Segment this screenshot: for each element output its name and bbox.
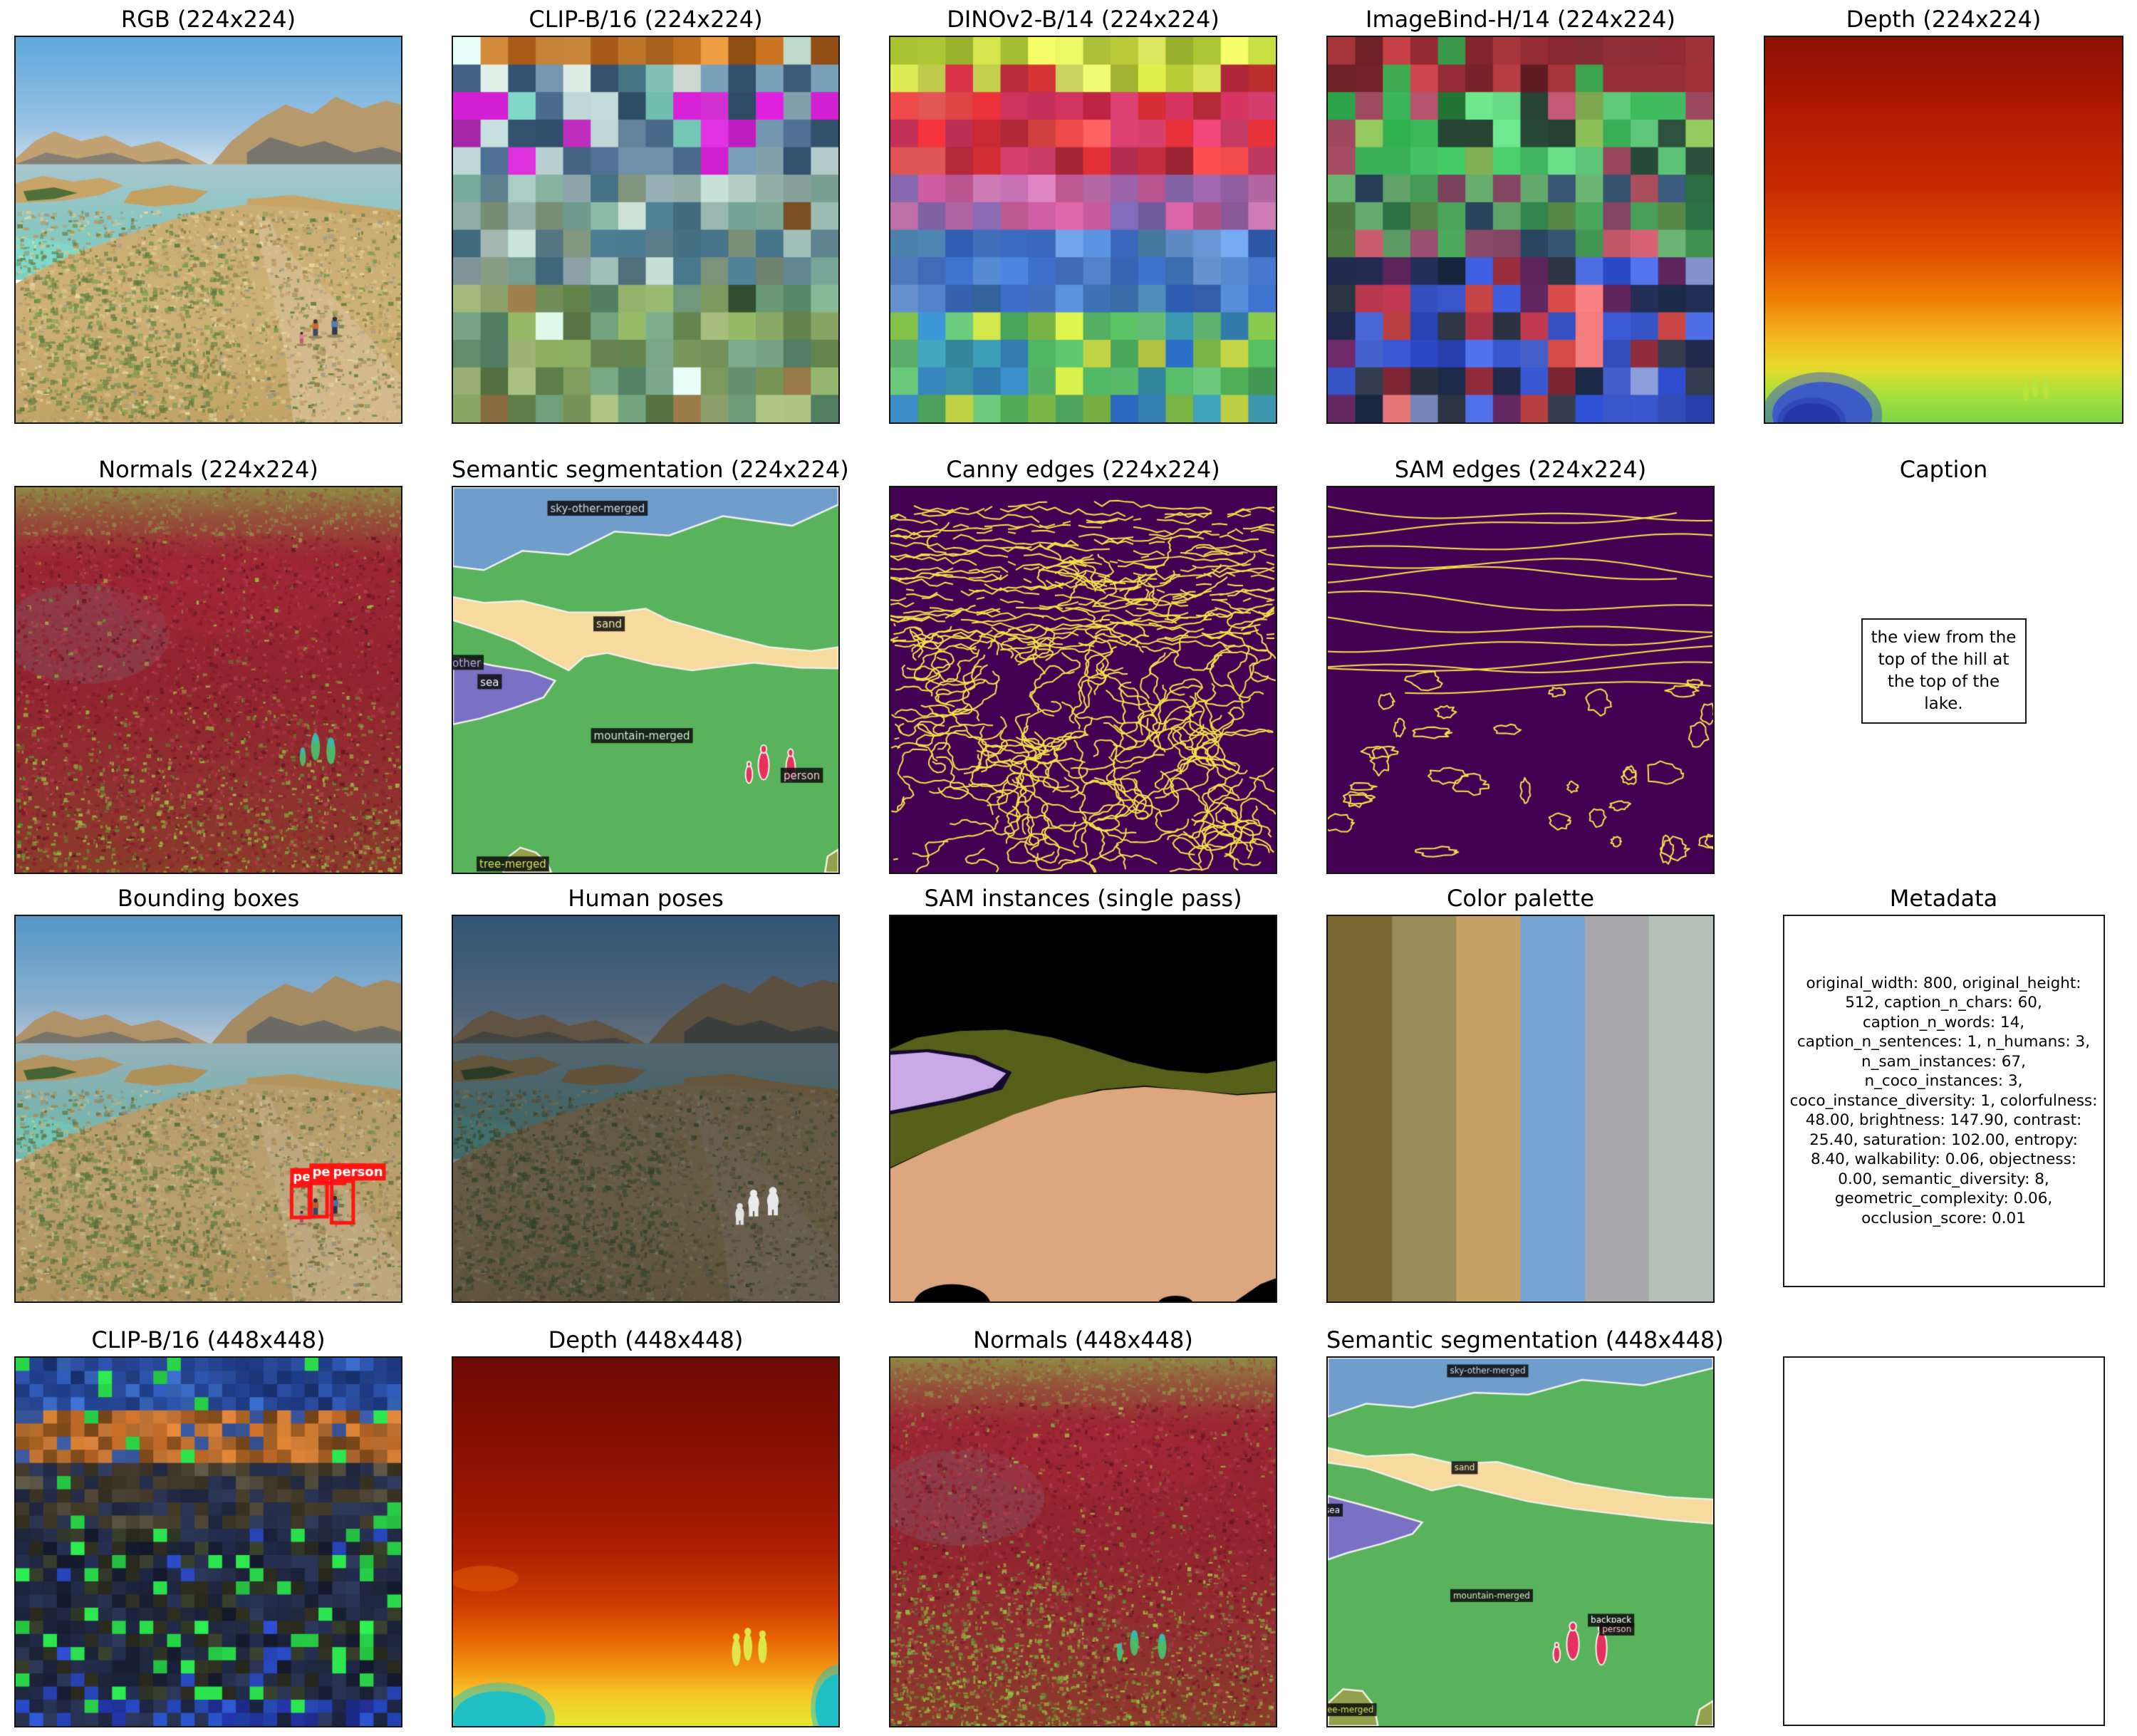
sam-edges-map bbox=[1328, 487, 1713, 873]
panel-title-clip-448: CLIP-B/16 (448x448) bbox=[91, 1326, 326, 1353]
human-poses-frame bbox=[452, 915, 840, 1303]
segmentation-map bbox=[453, 487, 838, 873]
panel-metadata: Metadata original_width: 800, original_h… bbox=[1764, 882, 2123, 1303]
caption-text: the view from the top of the hill at the… bbox=[1871, 628, 2017, 713]
panel-normals-448: Normals (448x448) bbox=[889, 1324, 1277, 1727]
metadata-text: original_width: 800, original_height: 51… bbox=[1789, 974, 2098, 1227]
panel-title-depth-448: Depth (448x448) bbox=[548, 1326, 744, 1353]
dino-feature-map bbox=[890, 37, 1276, 422]
color-palette-frame bbox=[1326, 915, 1715, 1303]
panel-title-empty bbox=[1764, 1324, 2123, 1356]
panel-title-normals-448: Normals (448x448) bbox=[973, 1326, 1193, 1353]
segmentation-448-map bbox=[1328, 1358, 1713, 1726]
clip-448-feature-map bbox=[16, 1358, 401, 1726]
panel-empty bbox=[1764, 1324, 2123, 1727]
panel-caption: Caption the view from the top of the hil… bbox=[1764, 453, 2123, 874]
panel-title-caption: Caption bbox=[1899, 456, 1988, 483]
depth-448-frame bbox=[452, 1356, 840, 1727]
panel-normals-224: Normals (224x224) bbox=[14, 453, 402, 874]
bounding-boxes-frame bbox=[14, 915, 402, 1303]
panel-canny-224: Canny edges (224x224) bbox=[889, 453, 1277, 874]
sam-instances-frame bbox=[889, 915, 1277, 1303]
clip-448-frame bbox=[14, 1356, 402, 1727]
panel-title-human-poses: Human poses bbox=[568, 885, 724, 912]
panel-bounding-boxes: Bounding boxes bbox=[14, 882, 402, 1303]
panel-sam-edges-224: SAM edges (224x224) bbox=[1326, 453, 1715, 874]
panel-segmentation-448: Semantic segmentation (448x448) bbox=[1326, 1324, 1724, 1727]
dino-feature-frame bbox=[889, 36, 1277, 424]
panel-dino-224: DINOv2-B/14 (224x224) bbox=[889, 3, 1277, 424]
clip-feature-map bbox=[453, 37, 838, 422]
panel-title-sam-instances: SAM instances (single pass) bbox=[924, 885, 1242, 912]
imagebind-feature-map bbox=[1328, 37, 1713, 422]
segmentation-448-frame bbox=[1326, 1356, 1715, 1727]
figure-row-2: Normals (224x224) Semantic segmentation … bbox=[0, 453, 2137, 874]
panel-title-segmentation-448: Semantic segmentation (448x448) bbox=[1326, 1326, 1724, 1353]
figure-row-4: CLIP-B/16 (448x448) Depth (448x448) Norm… bbox=[0, 1324, 2137, 1727]
rgb-image bbox=[16, 37, 401, 422]
imagebind-feature-frame bbox=[1326, 36, 1715, 424]
panel-title-bounding-boxes: Bounding boxes bbox=[117, 885, 300, 912]
depth-map bbox=[1765, 37, 2122, 422]
caption-box: the view from the top of the hill at the… bbox=[1861, 618, 2027, 724]
panel-imagebind-224: ImageBind-H/14 (224x224) bbox=[1326, 3, 1715, 424]
sam-edges-frame bbox=[1326, 486, 1715, 874]
normals-map-frame bbox=[14, 486, 402, 874]
depth-448-map bbox=[453, 1358, 838, 1726]
empty-panel-box bbox=[1782, 1356, 2105, 1726]
normals-448-frame bbox=[889, 1356, 1277, 1727]
panel-title-imagebind-224: ImageBind-H/14 (224x224) bbox=[1366, 6, 1675, 33]
bounding-boxes-image bbox=[16, 916, 401, 1301]
sam-instances-map bbox=[890, 916, 1276, 1301]
panel-title-metadata: Metadata bbox=[1889, 885, 1998, 912]
panel-title-segmentation-224: Semantic segmentation (224x224) bbox=[452, 456, 849, 483]
normals-448-map bbox=[890, 1358, 1276, 1726]
canny-edges-map bbox=[890, 487, 1276, 873]
canny-edges-frame bbox=[889, 486, 1277, 874]
figure-row-1: RGB (224x224) CLIP-B/16 (224x224) DINOv2… bbox=[0, 0, 2137, 424]
panel-title-color-palette: Color palette bbox=[1447, 885, 1594, 912]
panel-title-clip-224: CLIP-B/16 (224x224) bbox=[529, 6, 763, 33]
panel-color-palette: Color palette bbox=[1326, 882, 1715, 1303]
panel-title-normals-224: Normals (224x224) bbox=[98, 456, 318, 483]
panel-depth-448: Depth (448x448) bbox=[452, 1324, 840, 1727]
panel-clip-224: CLIP-B/16 (224x224) bbox=[452, 3, 840, 424]
human-poses-image bbox=[453, 916, 838, 1301]
panel-clip-448: CLIP-B/16 (448x448) bbox=[14, 1324, 402, 1727]
panel-rgb-224: RGB (224x224) bbox=[14, 3, 402, 424]
panel-segmentation-224: Semantic segmentation (224x224) bbox=[452, 453, 849, 874]
segmentation-map-frame bbox=[452, 486, 840, 874]
panel-title-depth-224: Depth (224x224) bbox=[1846, 6, 2042, 33]
clip-feature-frame bbox=[452, 36, 840, 424]
panel-title-rgb-224: RGB (224x224) bbox=[120, 6, 296, 33]
normals-map bbox=[16, 487, 401, 873]
depth-map-frame bbox=[1764, 36, 2123, 424]
panel-depth-224: Depth (224x224) bbox=[1764, 3, 2123, 424]
rgb-image-frame bbox=[14, 36, 402, 424]
figure-row-3: Bounding boxes Human poses SAM instances… bbox=[0, 882, 2137, 1303]
color-palette-strip bbox=[1328, 916, 1713, 1301]
caption-area: the view from the top of the hill at the… bbox=[1764, 486, 2123, 874]
panel-title-dino-224: DINOv2-B/14 (224x224) bbox=[947, 6, 1220, 33]
panel-title-canny-224: Canny edges (224x224) bbox=[946, 456, 1220, 483]
metadata-box: original_width: 800, original_height: 51… bbox=[1782, 915, 2105, 1287]
panel-sam-instances: SAM instances (single pass) bbox=[889, 882, 1277, 1303]
panel-human-poses: Human poses bbox=[452, 882, 840, 1303]
panel-title-sam-edges-224: SAM edges (224x224) bbox=[1394, 456, 1647, 483]
